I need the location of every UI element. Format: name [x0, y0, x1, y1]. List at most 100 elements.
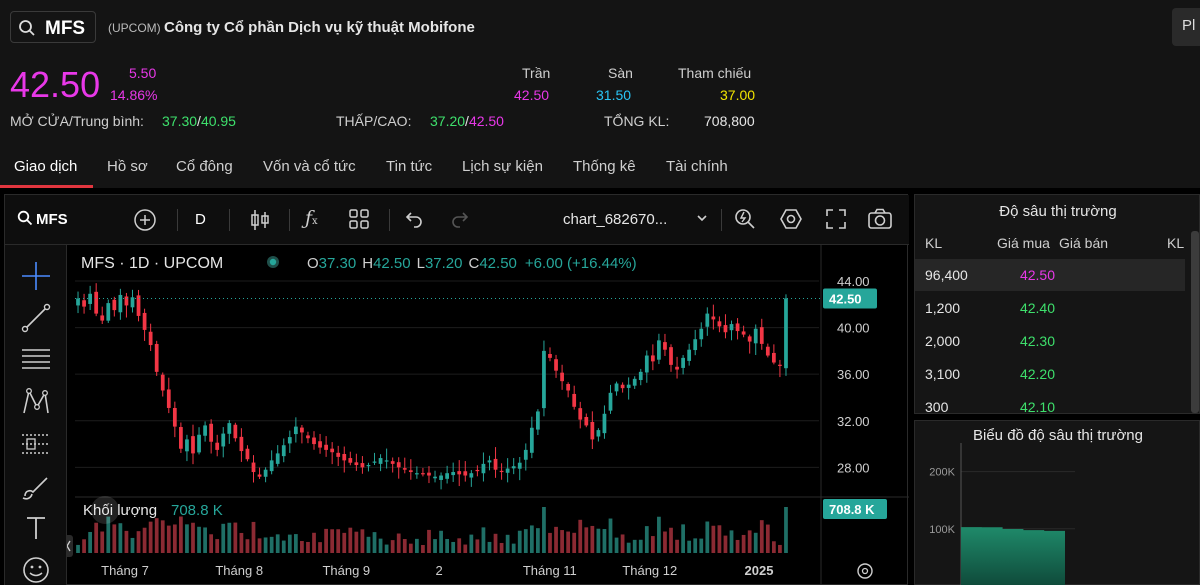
collapse-panel-button[interactable] — [67, 535, 73, 557]
layout-grid-icon[interactable] — [348, 208, 370, 235]
drawing-toolbar — [5, 245, 67, 585]
camera-icon[interactable] — [867, 207, 893, 236]
volume-bar — [759, 520, 764, 553]
candle — [663, 333, 667, 356]
symbol-search[interactable]: MFS — [10, 11, 96, 43]
volume-bar — [384, 544, 389, 553]
trend-line-icon[interactable] — [19, 301, 53, 335]
volume-bar — [584, 527, 589, 553]
price-chart[interactable]: 44.00 40.00 36.00 32.00 28.00 42.50 708.8 K Th… — [67, 245, 909, 585]
volume-bar — [469, 534, 474, 553]
volume-bar — [197, 526, 201, 553]
chart-symbol-search[interactable]: MFS — [17, 210, 68, 228]
volume-bar — [427, 529, 431, 553]
tab-lich-su-kien[interactable]: Lịch sự kiện — [462, 158, 543, 175]
search-icon — [19, 20, 35, 36]
tab-tai-chinh[interactable]: Tài chính — [666, 158, 728, 175]
volume-bar — [402, 539, 407, 553]
text-tool-icon[interactable] — [19, 511, 53, 545]
candle — [650, 344, 655, 371]
chart-settings-icon[interactable] — [857, 563, 873, 579]
candle — [82, 293, 86, 314]
volume-bar — [669, 527, 673, 553]
depth-chart[interactable]: 200K 100K — [915, 421, 1200, 585]
volume-bar — [602, 529, 607, 553]
interval-button[interactable]: D — [195, 211, 206, 228]
scrollbar[interactable] — [1191, 231, 1199, 413]
volume-bar — [221, 523, 226, 553]
chart-panel: MFS D ƒx chart_682670... 44.00 40.00 36.00 — [4, 194, 909, 585]
candle — [330, 442, 335, 465]
candle — [203, 421, 207, 442]
last-price-badge — [823, 288, 877, 309]
depth-row[interactable]: 96,400 42.50 — [915, 259, 1185, 291]
kl-ask-header: KL — [1167, 235, 1185, 251]
candle — [469, 470, 474, 487]
candle — [596, 428, 601, 442]
ceiling-label: Trần — [522, 65, 551, 81]
indicators-icon[interactable]: ƒx — [305, 207, 318, 229]
ask-header: Giá bán — [1059, 235, 1109, 251]
volume-bar — [390, 540, 395, 553]
quick-search-icon[interactable] — [733, 207, 757, 236]
candle — [560, 364, 564, 390]
candle — [136, 289, 141, 322]
redo-icon[interactable] — [449, 209, 471, 234]
tab-tin-tuc[interactable]: Tin tức — [386, 158, 433, 175]
volume-bar — [318, 542, 322, 553]
chevron-down-icon[interactable] — [695, 208, 709, 233]
price-summary: 42.50 5.50 14.86% MỞ CỬA/Trung bình: 37.… — [0, 56, 1200, 146]
candle — [233, 422, 238, 442]
price-change: 5.50 — [129, 65, 157, 81]
candle — [257, 467, 262, 479]
candle — [197, 427, 201, 455]
floor-value: 31.50 — [596, 87, 632, 103]
depth-row[interactable]: 3,100 42.20 — [915, 358, 1185, 390]
emoji-icon[interactable] — [19, 553, 53, 585]
undo-icon[interactable] — [403, 209, 425, 234]
tab-von-co-tuc[interactable]: Vốn và cổ tức — [263, 158, 356, 175]
x-tick-label: Tháng 9 — [322, 563, 370, 578]
forecast-icon[interactable] — [19, 427, 53, 461]
candle — [747, 334, 752, 354]
volume-legend-value: 708.8 K — [171, 502, 223, 519]
volume-bar — [148, 521, 153, 553]
volume-bar — [626, 542, 631, 553]
y-tick-label: 44.00 — [837, 274, 870, 289]
volume-bar — [281, 540, 286, 553]
depth-row[interactable]: 1,200 42.40 — [915, 292, 1185, 324]
low-value: 37.20 — [430, 113, 466, 129]
pattern-icon[interactable] — [19, 385, 53, 419]
volume-bar — [100, 531, 105, 553]
brush-icon[interactable] — [19, 470, 53, 504]
depth-row[interactable]: 300 42.10 — [915, 391, 1185, 423]
candle — [354, 453, 359, 471]
reference-label: Tham chiếu — [678, 65, 752, 81]
volume-bar — [287, 534, 292, 553]
volume-badge-label: 708.8 K — [829, 502, 875, 517]
hover-avatar — [91, 496, 119, 524]
volume-bar — [142, 527, 147, 553]
settings-icon[interactable] — [779, 207, 803, 236]
candle — [493, 447, 498, 478]
tab-giao-dich[interactable]: Giao dịch — [14, 158, 78, 175]
volume-bar — [735, 539, 740, 553]
tab-ho-so[interactable]: Hồ sơ — [107, 158, 148, 175]
volume-bar — [505, 534, 510, 553]
fib-lines-icon[interactable] — [19, 342, 53, 376]
tab-thong-ke[interactable]: Thống kê — [573, 158, 636, 175]
candle — [106, 299, 111, 323]
corner-button[interactable]: Pl — [1172, 8, 1200, 46]
toolbar-separator — [289, 209, 290, 231]
tab-co-dong[interactable]: Cổ đông — [176, 158, 233, 175]
fullscreen-icon[interactable] — [825, 208, 847, 235]
candle — [693, 329, 698, 356]
depth-row[interactable]: 2,000 42.30 — [915, 325, 1185, 357]
crosshair-icon[interactable] — [19, 259, 53, 293]
avg-value: 40.95 — [200, 113, 236, 129]
add-symbol-icon[interactable] — [133, 208, 157, 237]
candle — [360, 456, 365, 474]
candlestick-icon[interactable] — [249, 208, 271, 237]
chart-layout-name[interactable]: chart_682670... — [563, 211, 668, 228]
candle — [705, 307, 710, 336]
